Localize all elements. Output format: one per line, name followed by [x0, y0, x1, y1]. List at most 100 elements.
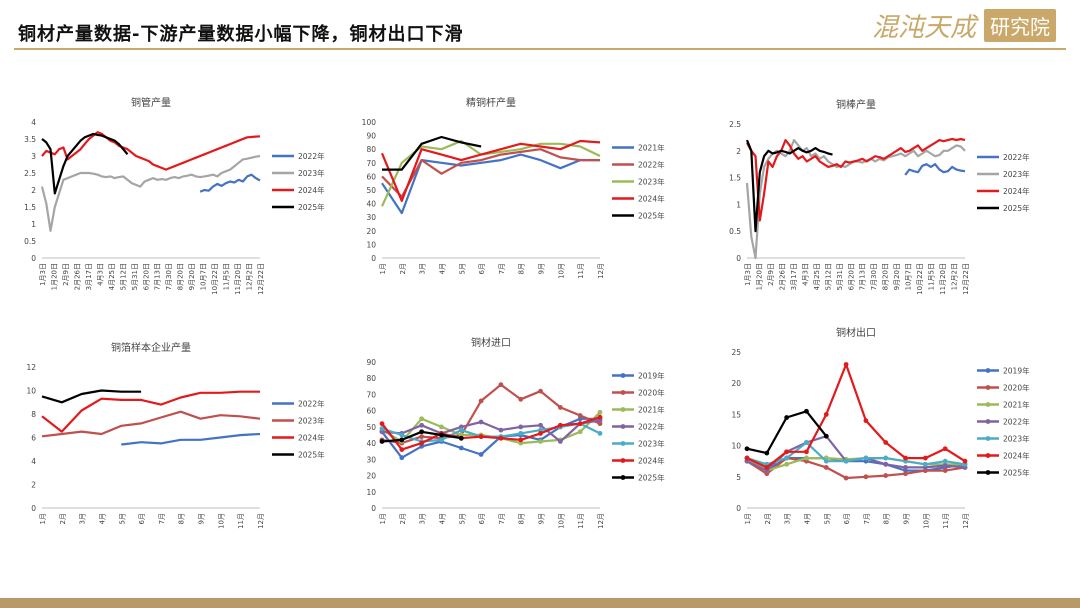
- x-tick-label: 7月: [863, 513, 871, 524]
- legend-marker: [620, 373, 626, 378]
- x-tick-label: 10月22日: [916, 263, 924, 295]
- x-tick-label: 4月: [438, 513, 446, 524]
- logo-badge: 研究院: [984, 8, 1056, 42]
- data-point: [823, 465, 829, 470]
- x-tick-label: 9月: [903, 513, 911, 524]
- y-tick-label: 50: [366, 423, 376, 432]
- series-line-2024年: [41, 390, 260, 433]
- y-tick-label: 0: [31, 254, 36, 263]
- series-line-2025年: [41, 389, 142, 404]
- footer-bar: [0, 598, 1080, 608]
- x-tick-label: 11月20日: [234, 263, 242, 295]
- data-point: [903, 455, 908, 461]
- x-tick-label: 7月: [158, 513, 166, 524]
- x-tick-label: 10月: [557, 513, 565, 529]
- legend-label: 2019年: [1003, 366, 1030, 376]
- data-point: [399, 455, 405, 461]
- data-point: [922, 461, 928, 467]
- legend-label: 2022年: [298, 399, 325, 409]
- y-tick-label: 1.5: [24, 203, 36, 212]
- x-tick-label: 9月20日: [188, 263, 196, 290]
- series-line-2020年: [381, 383, 601, 445]
- chart-copper-material-imports: 铜材进口 0 10 20 30 40 50 60 70 80 90 1月 2月 3月 4月 5月 6月 7月 8月 9…: [366, 336, 665, 529]
- y-tick-label: 0: [736, 254, 741, 263]
- data-point: [883, 440, 889, 445]
- x-tick-label: 6月20日: [847, 263, 855, 290]
- x-tick-label: 3月17日: [85, 263, 93, 290]
- legend-label: 2025年: [638, 473, 665, 483]
- data-point: [843, 475, 849, 481]
- series-line-2025年: [41, 132, 129, 195]
- y-tick-label: 100: [362, 118, 377, 127]
- x-tick-label: 5月12日: [119, 263, 127, 290]
- data-point: [478, 419, 484, 425]
- x-tick-label: 5月12日: [824, 263, 832, 290]
- y-tick-label: 3: [31, 152, 36, 161]
- x-tick-label: 8月20日: [177, 263, 185, 290]
- x-tick-label: 1月3日: [744, 263, 752, 286]
- series-line-2024年: [381, 416, 601, 451]
- x-tick-label: 4月25日: [108, 263, 116, 290]
- legend-marker: [985, 402, 991, 407]
- chart-copper-material-exports: 铜材出口 0 5 10 15 20 25 1月 2月 3月 4月 5月 6月 7月 8月 9月 10月 11月 12…: [731, 326, 1030, 529]
- series-line-2022年: [121, 432, 261, 446]
- x-tick-label: 6月: [478, 513, 486, 524]
- x-tick-label: 6月: [478, 263, 486, 274]
- y-tick-label: 0: [371, 254, 376, 263]
- legend-label: 2024年: [298, 185, 325, 195]
- x-tick-label: 12月22日: [962, 263, 970, 295]
- chart-title: 铜箔样本企业产量: [111, 341, 191, 354]
- data-point: [399, 437, 405, 443]
- data-point: [804, 440, 809, 445]
- y-tick-label: 10: [731, 442, 741, 451]
- data-point: [804, 408, 809, 414]
- data-point: [478, 434, 484, 440]
- legend-label: 2022年: [1003, 417, 1030, 427]
- data-point: [538, 388, 543, 394]
- x-tick-label: 1月: [39, 513, 47, 524]
- data-point: [577, 421, 583, 427]
- x-tick-label: 2月26日: [73, 263, 81, 290]
- data-point: [557, 422, 563, 428]
- x-tick-label: 12月2日: [246, 263, 254, 290]
- y-tick-label: 80: [366, 374, 376, 383]
- data-point: [458, 445, 464, 451]
- x-tick-label: 2月: [399, 263, 407, 274]
- data-point: [804, 449, 809, 455]
- series-line-2023年: [745, 138, 966, 260]
- data-point: [419, 416, 425, 422]
- y-tick-label: 0.5: [729, 227, 741, 236]
- legend-label: 2024年: [298, 433, 325, 443]
- data-point: [863, 455, 869, 461]
- data-point: [784, 415, 790, 420]
- x-tick-label: 3月: [784, 513, 792, 524]
- y-tick-label: 60: [366, 407, 376, 416]
- data-point: [419, 429, 425, 435]
- series-line-2020年: [746, 457, 966, 480]
- legend-label: 2025年: [298, 450, 325, 460]
- data-point: [863, 418, 869, 424]
- data-point: [557, 405, 563, 410]
- legend-label: 2023年: [638, 177, 665, 187]
- legend-label: 2019年: [638, 371, 665, 381]
- x-tick-label: 12月: [962, 513, 970, 529]
- series-line-2024年: [41, 131, 261, 171]
- legend-label: 2025年: [1003, 468, 1030, 478]
- x-tick-label: 1月: [379, 513, 387, 524]
- legend-label: 2025年: [1003, 203, 1030, 213]
- data-point: [823, 458, 829, 464]
- data-point: [419, 422, 425, 428]
- x-tick-label: 5月31日: [836, 263, 844, 290]
- x-tick-label: 12月: [597, 513, 605, 529]
- chart-title: 铜管产量: [131, 96, 171, 109]
- y-tick-label: 8: [31, 410, 36, 419]
- y-tick-label: 10: [26, 387, 36, 396]
- data-point: [399, 447, 405, 452]
- y-tick-label: 2: [31, 186, 36, 195]
- y-tick-label: 2.5: [729, 120, 741, 129]
- y-tick-label: 90: [366, 358, 376, 367]
- y-tick-label: 90: [366, 132, 376, 141]
- legend-marker: [620, 390, 626, 395]
- data-point: [538, 430, 543, 436]
- data-point: [843, 362, 849, 367]
